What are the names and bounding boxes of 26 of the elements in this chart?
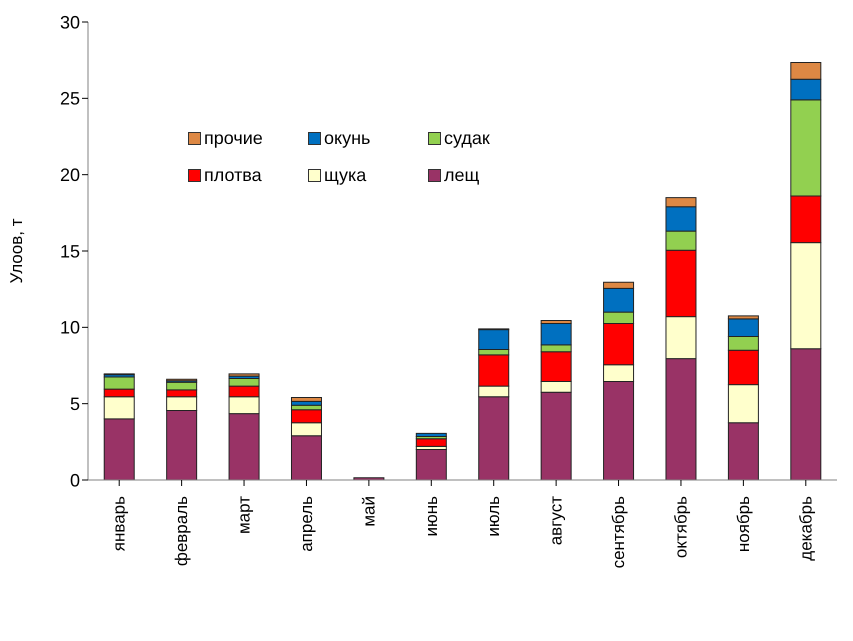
legend-label: окунь — [324, 128, 370, 149]
x-tick-label: декабрь — [796, 496, 816, 561]
x-tick-label: июнь — [422, 496, 441, 536]
x-tick-label: июль — [484, 496, 504, 537]
y-tick-label: 15 — [60, 241, 80, 262]
legend-label: прочие — [204, 128, 263, 149]
legend-label: щука — [324, 165, 366, 186]
x-tick-label: февраль — [172, 496, 192, 566]
y-tick-label: 5 — [70, 394, 80, 414]
x-tick-label: март — [234, 496, 254, 534]
legend-label: судак — [444, 128, 490, 149]
y-tick-label: 25 — [60, 88, 80, 109]
legend-label: лещ — [444, 165, 480, 186]
y-tick-label: 20 — [60, 165, 80, 186]
x-tick-label: ноябрь — [734, 496, 753, 552]
x-tick-label: август — [546, 496, 566, 546]
x-tick-label: май — [359, 496, 378, 527]
y-axis-title: Улоов, т — [7, 218, 26, 284]
legend-label: плотва — [204, 165, 262, 186]
y-tick-label: 0 — [70, 470, 80, 490]
y-tick-label: 10 — [60, 318, 80, 338]
x-tick-label: октябрь — [671, 496, 690, 558]
x-tick-label: январь — [110, 496, 129, 552]
y-tick-label: 30 — [60, 12, 80, 32]
x-tick-label: сентябрь — [609, 496, 628, 568]
x-tick-label: апрель — [296, 496, 316, 552]
